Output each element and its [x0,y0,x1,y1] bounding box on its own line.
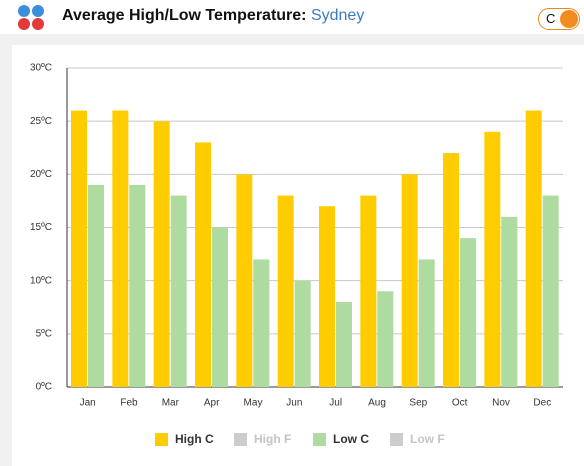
y-tick-label: 15ºC [30,222,52,233]
legend-swatch [155,433,168,446]
x-tick-label: Apr [204,398,220,409]
app-icon [18,5,44,30]
bar [418,259,435,387]
bar [401,174,418,387]
title-text: Average High/Low Temperature: [62,7,307,24]
bar [360,195,377,387]
header: Average High/Low Temperature: Sydney C [0,0,584,34]
bar [525,110,542,388]
bar [542,195,559,387]
bar [336,301,352,387]
x-tick-label: May [244,398,263,409]
x-tick-label: Feb [120,398,138,409]
bar [294,280,311,387]
legend-swatch [313,433,326,446]
bar [501,216,518,387]
x-tick-label: Aug [368,398,386,409]
x-tick-label: Sep [409,398,427,409]
y-tick-label: 10ºC [30,275,52,286]
x-tick-label: Nov [492,398,510,409]
legend-swatch [390,433,403,446]
x-tick-label: Mar [162,398,180,409]
bar [484,131,501,387]
bar [377,291,394,387]
y-tick-label: 20ºC [30,169,52,180]
unit-toggle[interactable]: C [538,8,580,30]
y-tick-label: 5ºC [36,328,52,339]
bar [236,174,253,387]
bar [112,110,129,388]
bar [170,195,187,387]
bar [253,259,270,387]
legend-label[interactable]: High F [254,432,291,446]
unit-label: C [546,11,556,26]
bar [88,184,104,387]
bar [195,142,211,387]
y-tick-label: 0ºC [36,382,52,393]
bar [212,227,228,387]
x-tick-label: Oct [452,398,468,409]
bar [153,121,170,388]
bar [460,238,476,387]
bar [443,153,459,387]
title: Average High/Low Temperature: Sydney [62,7,364,25]
legend-swatch [234,433,247,446]
bar [71,110,87,388]
bar [319,206,335,387]
location: Sydney [310,7,365,24]
bar [129,184,146,387]
x-tick-label: Jul [329,398,342,409]
x-tick-label: Jan [80,398,96,409]
legend-label[interactable]: Low C [333,432,369,446]
legend-label[interactable]: High C [175,432,214,446]
x-tick-label: Dec [533,398,551,409]
legend-label[interactable]: Low F [410,432,445,446]
bar [277,195,294,387]
y-tick-label: 30ºC [30,63,52,74]
y-tick-label: 25ºC [30,116,52,127]
x-tick-label: Jun [286,398,302,409]
